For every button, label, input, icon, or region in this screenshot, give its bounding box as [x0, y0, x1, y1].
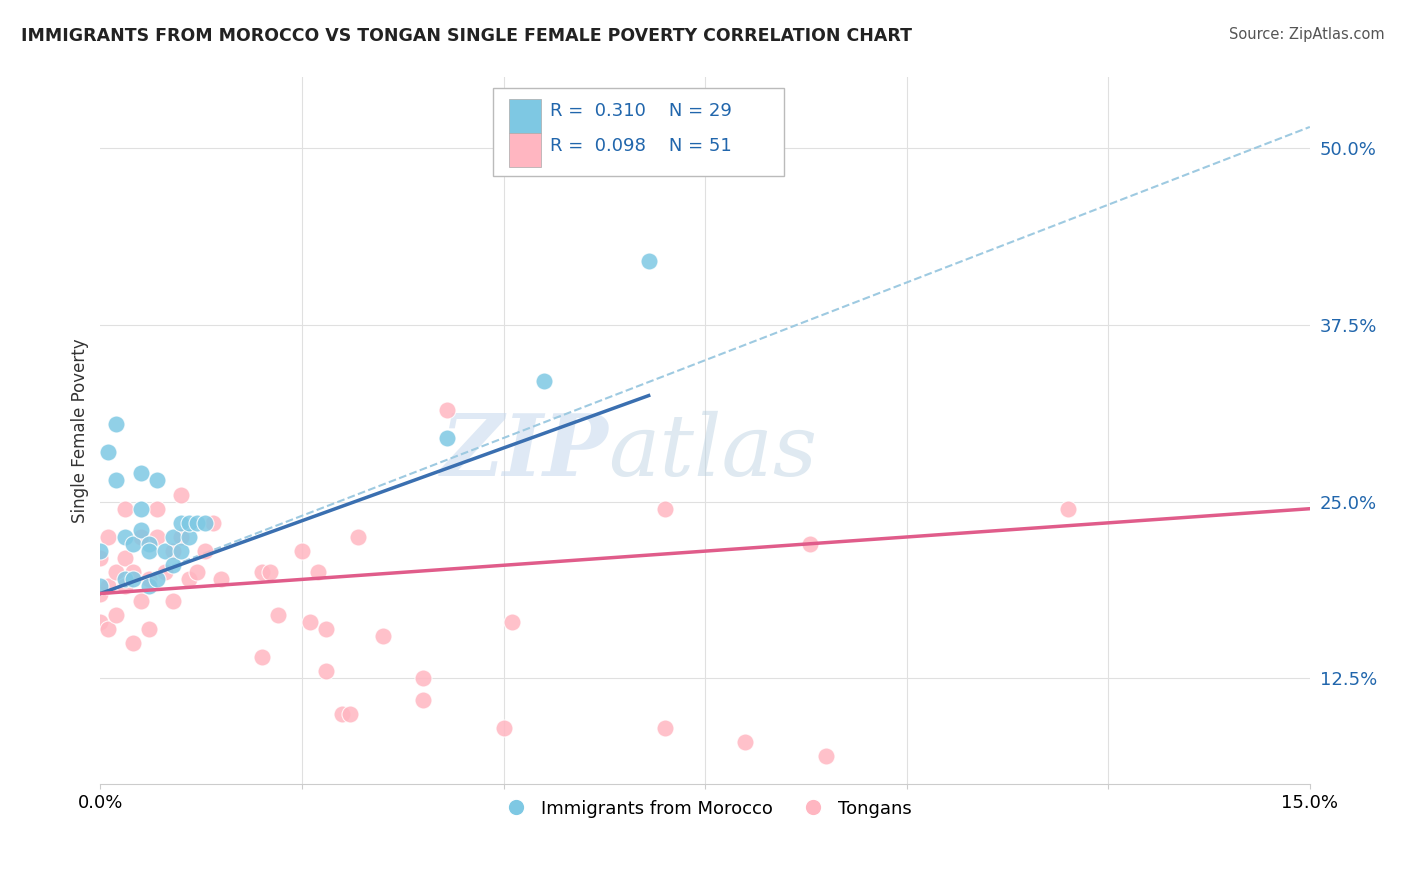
Point: [315, 622, 337, 636]
Point: [209, 573, 232, 587]
Point: [146, 573, 169, 587]
Point: [339, 706, 361, 721]
Point: [89, 586, 111, 600]
Point: [129, 501, 152, 516]
Point: [114, 579, 136, 593]
Point: [114, 573, 136, 587]
Point: [138, 573, 160, 587]
Point: [153, 544, 176, 558]
Point: [501, 615, 523, 629]
Point: [815, 749, 838, 764]
Point: [186, 566, 208, 580]
Point: [162, 593, 184, 607]
Point: [194, 516, 217, 530]
Point: [177, 530, 200, 544]
Point: [153, 566, 176, 580]
Point: [654, 501, 676, 516]
Point: [799, 537, 821, 551]
FancyBboxPatch shape: [509, 133, 540, 167]
Point: [89, 551, 111, 566]
Point: [114, 530, 136, 544]
Point: [129, 467, 152, 481]
Point: [146, 501, 169, 516]
Point: [177, 573, 200, 587]
Y-axis label: Single Female Poverty: Single Female Poverty: [72, 339, 89, 524]
Text: atlas: atlas: [609, 411, 817, 493]
Legend: Immigrants from Morocco, Tongans: Immigrants from Morocco, Tongans: [491, 792, 920, 825]
Point: [202, 516, 225, 530]
Point: [170, 487, 193, 501]
Point: [89, 544, 111, 558]
Point: [315, 665, 337, 679]
Point: [734, 735, 756, 749]
Point: [105, 417, 128, 431]
Point: [412, 672, 434, 686]
Point: [129, 593, 152, 607]
Point: [412, 692, 434, 706]
Point: [637, 254, 659, 268]
Point: [259, 566, 281, 580]
FancyBboxPatch shape: [509, 99, 540, 133]
Point: [121, 537, 143, 551]
Point: [121, 573, 143, 587]
Point: [97, 622, 120, 636]
Point: [105, 474, 128, 488]
Point: [89, 615, 111, 629]
Point: [436, 402, 458, 417]
Text: IMMIGRANTS FROM MOROCCO VS TONGAN SINGLE FEMALE POVERTY CORRELATION CHART: IMMIGRANTS FROM MOROCCO VS TONGAN SINGLE…: [21, 27, 912, 45]
Point: [654, 721, 676, 735]
Point: [162, 544, 184, 558]
Point: [177, 516, 200, 530]
Point: [194, 544, 217, 558]
Point: [89, 579, 111, 593]
Point: [114, 551, 136, 566]
Point: [105, 566, 128, 580]
Point: [114, 501, 136, 516]
Point: [146, 530, 169, 544]
Text: R =  0.310    N = 29: R = 0.310 N = 29: [550, 102, 733, 120]
Point: [533, 375, 555, 389]
Point: [105, 607, 128, 622]
Point: [186, 516, 208, 530]
Point: [162, 530, 184, 544]
Point: [97, 579, 120, 593]
Point: [129, 523, 152, 537]
Point: [371, 629, 394, 643]
Point: [307, 566, 329, 580]
Point: [298, 615, 321, 629]
Point: [129, 530, 152, 544]
Point: [492, 721, 515, 735]
Text: ZIP: ZIP: [440, 410, 609, 494]
Point: [170, 530, 193, 544]
Point: [146, 474, 169, 488]
Point: [436, 431, 458, 445]
Point: [170, 544, 193, 558]
Point: [97, 445, 120, 459]
Point: [138, 579, 160, 593]
FancyBboxPatch shape: [494, 88, 783, 177]
Point: [170, 516, 193, 530]
Point: [138, 537, 160, 551]
Point: [330, 706, 353, 721]
Point: [121, 636, 143, 650]
Point: [162, 558, 184, 573]
Text: R =  0.098    N = 51: R = 0.098 N = 51: [550, 137, 733, 155]
Point: [250, 566, 273, 580]
Point: [121, 566, 143, 580]
Point: [138, 622, 160, 636]
Point: [1057, 501, 1080, 516]
Point: [291, 544, 314, 558]
Point: [138, 544, 160, 558]
Point: [267, 607, 290, 622]
Point: [347, 530, 370, 544]
Point: [97, 530, 120, 544]
Point: [250, 650, 273, 665]
Text: Source: ZipAtlas.com: Source: ZipAtlas.com: [1229, 27, 1385, 42]
